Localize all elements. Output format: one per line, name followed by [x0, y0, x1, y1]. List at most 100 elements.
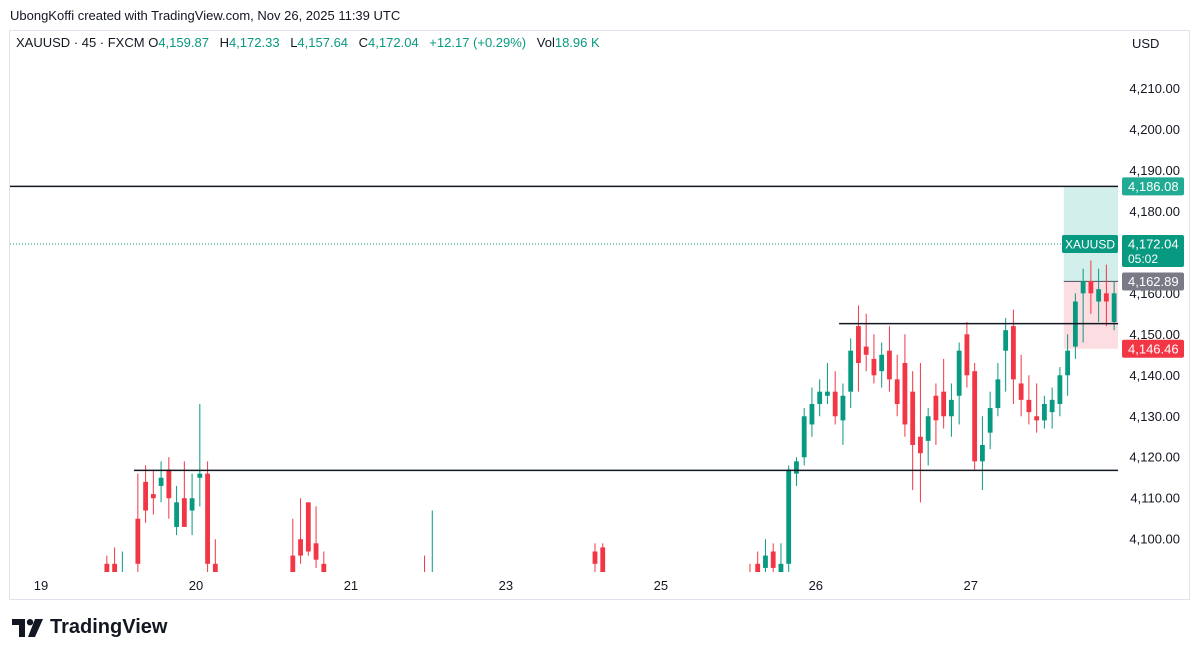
close-value: 4,172.04: [368, 35, 419, 50]
candle-body: [856, 326, 861, 363]
y-tick-label: 4,100.00: [1129, 532, 1180, 547]
candle: [1103, 264, 1109, 327]
x-tick-label: 21: [344, 578, 358, 593]
candle-body: [995, 379, 1001, 409]
tradingview-logo-icon: [12, 618, 43, 637]
candle-body: [143, 481, 148, 511]
candle: [995, 362, 1001, 417]
candle: [972, 362, 978, 470]
candle: [778, 543, 784, 572]
candle: [290, 518, 296, 572]
currency-label[interactable]: USD: [1132, 36, 1160, 51]
candle: [801, 408, 807, 466]
candle-body: [197, 473, 203, 478]
candle-body: [305, 502, 311, 552]
price-tag-label: 4,172.04: [1128, 236, 1179, 251]
candle: [135, 473, 141, 572]
price-tag-stop: 4,146.46: [1122, 339, 1184, 358]
candle: [1096, 268, 1102, 322]
candle-body: [980, 444, 985, 462]
candle: [825, 362, 830, 404]
candle-body: [1088, 281, 1094, 294]
attribution: UbongKoffi created with TradingView.com,…: [10, 8, 401, 23]
change-value: +12.17 (+0.29%): [429, 35, 527, 50]
candle-body: [298, 539, 303, 556]
candle: [1010, 309, 1016, 404]
candle-body: [321, 563, 327, 572]
candle: [166, 457, 172, 519]
candle-body: [848, 350, 854, 392]
low-value: 4,157.64: [297, 35, 349, 50]
candle: [755, 551, 761, 572]
candle-body: [941, 391, 947, 417]
price-tag-box: [1122, 272, 1184, 291]
candle-body: [120, 572, 125, 580]
price-tag-countdown: 05:02: [1128, 252, 1158, 266]
candle: [1080, 268, 1086, 343]
candle: [1026, 375, 1032, 425]
candle-body: [189, 498, 195, 511]
y-tick-label: 4,190.00: [1129, 163, 1180, 178]
y-tick-label: 4,130.00: [1129, 409, 1180, 424]
candle-body: [174, 502, 179, 527]
candle: [1088, 260, 1094, 314]
candle: [879, 342, 885, 388]
candle: [817, 379, 823, 417]
price-tag-entry: 4,162.89: [1122, 272, 1184, 291]
candle: [1041, 395, 1047, 429]
y-tick-label: 4,140.00: [1129, 368, 1180, 383]
candle: [1057, 367, 1063, 417]
candle: [321, 551, 327, 572]
candle: [894, 354, 900, 417]
candle: [987, 391, 993, 450]
candle: [174, 485, 179, 536]
x-tick-label: 20: [189, 578, 203, 593]
candle-body: [112, 563, 118, 572]
candle: [925, 408, 931, 466]
open-value: 4,159.87: [158, 35, 209, 50]
candle: [430, 510, 435, 576]
candle-body: [104, 563, 110, 572]
y-tick-label: 4,180.00: [1129, 204, 1180, 219]
volume-value: 18.96 K: [554, 35, 600, 50]
candle-body: [1111, 293, 1117, 322]
price-tag-label: 4,186.08: [1128, 179, 1179, 194]
candle: [305, 502, 311, 556]
candle: [1111, 281, 1117, 331]
candle-body: [135, 518, 141, 564]
candle-body: [748, 572, 753, 580]
x-tick-label: 25: [654, 578, 668, 593]
candle-body: [205, 473, 210, 564]
candle-body: [1034, 416, 1040, 421]
candle-body: [871, 358, 877, 376]
candle-body: [925, 416, 931, 441]
symbol-label[interactable]: XAUUSD · 45 · FXCM: [16, 35, 145, 50]
price-tag-label: 4,146.46: [1128, 341, 1179, 356]
target-zone: [1063, 186, 1118, 282]
candle-body: [430, 572, 435, 576]
candle: [1003, 317, 1009, 392]
candle: [424, 555, 426, 572]
candle: [189, 473, 195, 536]
candle: [980, 416, 985, 491]
candle-body: [1103, 293, 1109, 302]
y-tick-label: 4,210.00: [1129, 81, 1180, 96]
x-tick-label: 26: [809, 578, 823, 593]
candle-body: [158, 477, 164, 486]
candle-body: [592, 551, 598, 564]
candle: [600, 543, 606, 572]
x-tick-label: 19: [34, 578, 48, 593]
candle-body: [212, 563, 218, 572]
candle: [298, 498, 303, 564]
candle: [770, 543, 776, 572]
candle: [1034, 383, 1040, 433]
x-tick-label: 27: [964, 578, 978, 593]
candle: [964, 321, 970, 388]
candle-body: [910, 391, 916, 445]
candle: [150, 469, 156, 515]
candle: [848, 338, 854, 409]
chart-frame: [9, 30, 1190, 600]
candle: [143, 465, 148, 523]
